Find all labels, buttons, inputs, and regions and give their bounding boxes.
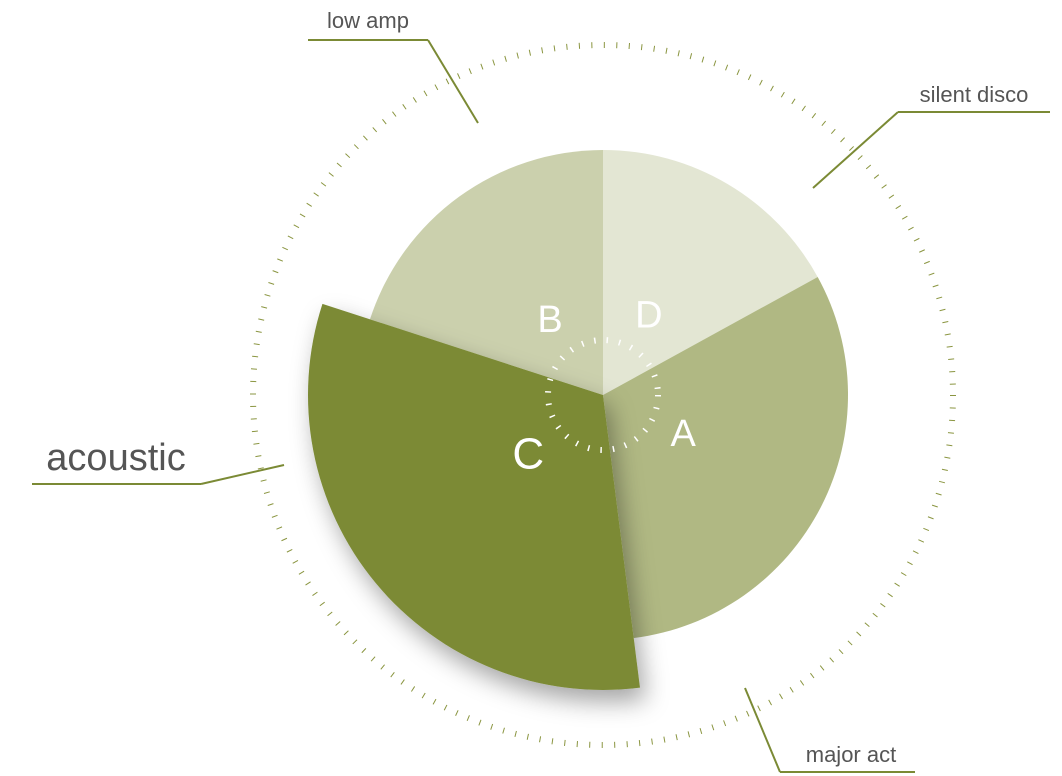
callout-leader bbox=[427, 39, 479, 124]
callouts: low amp silent disco acoustic major act bbox=[32, 8, 1050, 773]
slices bbox=[307, 150, 848, 690]
callout-label: acoustic bbox=[46, 437, 185, 479]
callout-label: major act bbox=[806, 742, 896, 767]
callout-leader bbox=[812, 111, 899, 189]
slice-label: D bbox=[635, 295, 662, 337]
labels: D A C B bbox=[512, 295, 696, 479]
pie-slice bbox=[369, 150, 603, 395]
callout-leader bbox=[200, 464, 285, 485]
callout-label: low amp bbox=[327, 8, 409, 33]
callout-label: silent disco bbox=[920, 82, 1029, 107]
pie-slice bbox=[603, 150, 818, 395]
outer-dotted-ring bbox=[250, 42, 956, 748]
pie-slice bbox=[603, 276, 848, 639]
slice-label: B bbox=[537, 299, 562, 341]
slice-label: A bbox=[671, 413, 697, 455]
callout-leader bbox=[744, 687, 781, 773]
slice-label: C bbox=[512, 429, 544, 478]
pie-slice bbox=[307, 303, 640, 690]
inner-dashed-ring bbox=[545, 337, 661, 453]
